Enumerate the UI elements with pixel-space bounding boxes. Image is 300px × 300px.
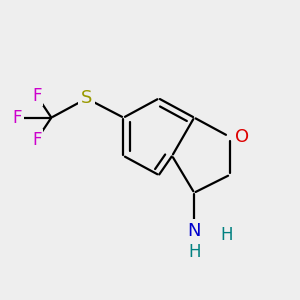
Text: O: O bbox=[235, 128, 249, 146]
Text: N: N bbox=[188, 222, 201, 240]
Text: N: N bbox=[188, 222, 201, 240]
Text: F: F bbox=[13, 109, 22, 127]
Text: S: S bbox=[81, 89, 92, 107]
Text: F: F bbox=[32, 86, 41, 104]
Text: H: H bbox=[221, 226, 233, 244]
Text: F: F bbox=[32, 131, 41, 149]
Text: H: H bbox=[188, 243, 200, 261]
